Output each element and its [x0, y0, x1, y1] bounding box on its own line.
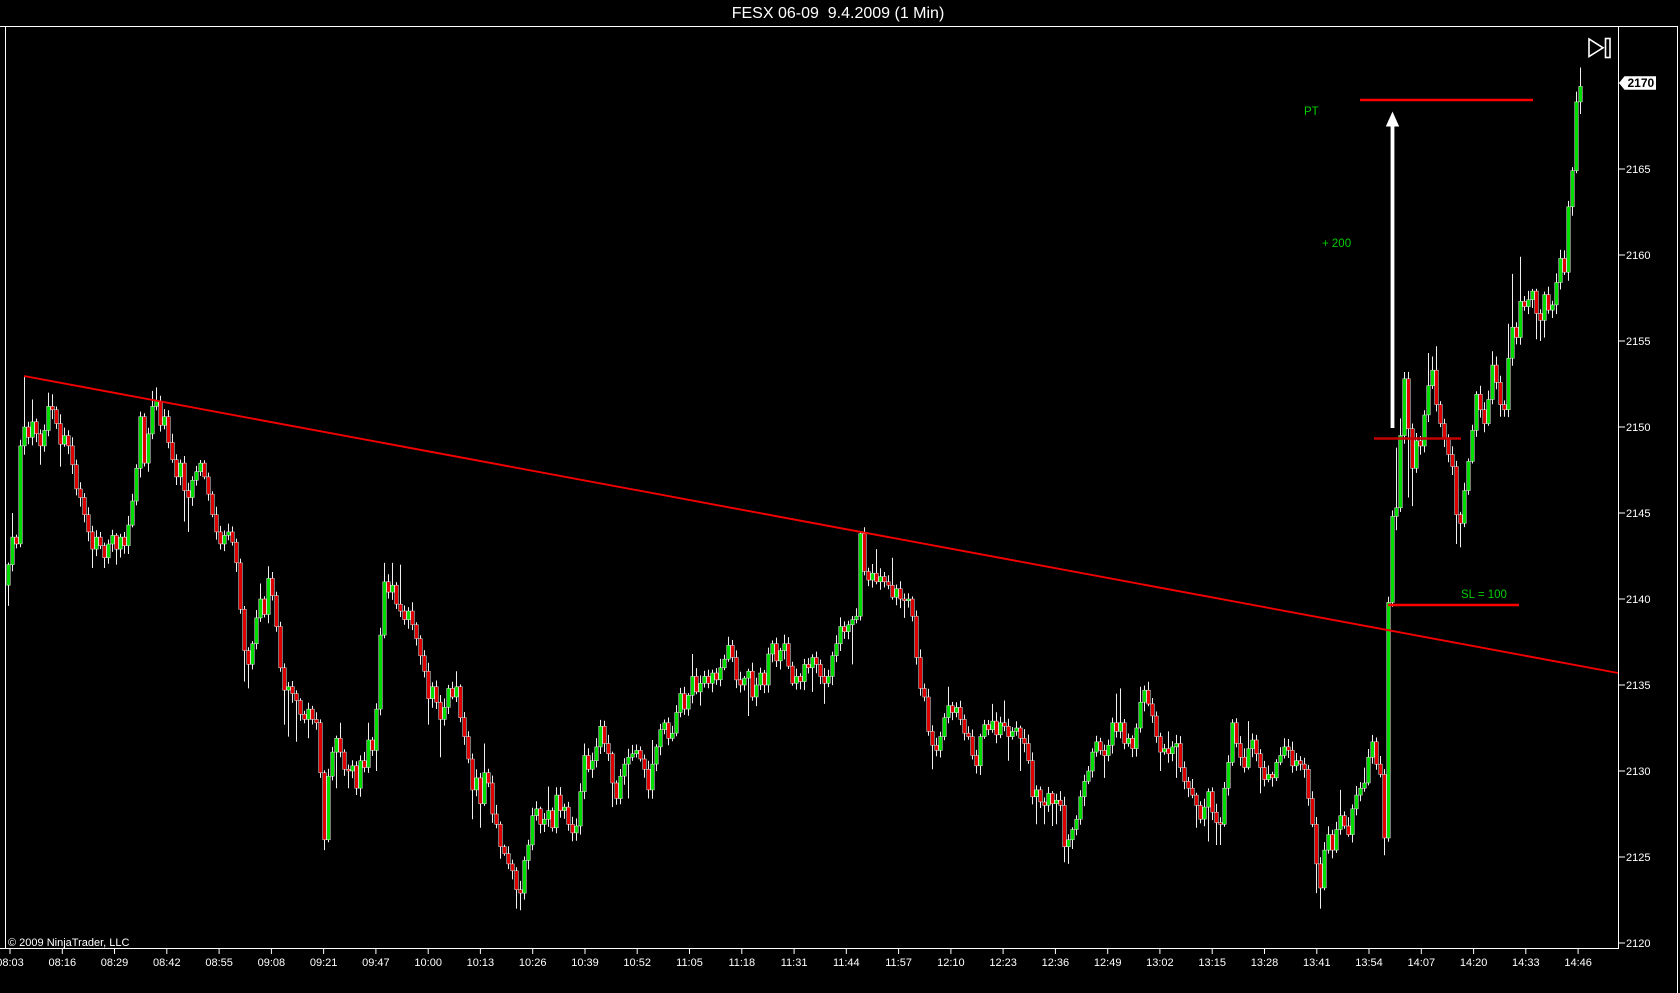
- svg-text:14:46: 14:46: [1564, 957, 1592, 969]
- svg-text:08:03: 08:03: [0, 957, 24, 969]
- svg-text:11:05: 11:05: [676, 957, 703, 969]
- svg-text:10:13: 10:13: [467, 957, 495, 969]
- svg-text:2130: 2130: [1626, 766, 1650, 778]
- svg-text:10:52: 10:52: [623, 957, 651, 969]
- svg-text:PT: PT: [1304, 106, 1319, 118]
- svg-text:2150: 2150: [1626, 422, 1650, 434]
- svg-text:12:23: 12:23: [989, 957, 1017, 969]
- svg-text:12:36: 12:36: [1042, 957, 1070, 969]
- svg-text:12:10: 12:10: [937, 957, 965, 969]
- svg-text:10:39: 10:39: [571, 957, 599, 969]
- svg-text:14:07: 14:07: [1408, 957, 1436, 969]
- svg-text:2165: 2165: [1626, 164, 1650, 176]
- svg-text:10:00: 10:00: [414, 957, 442, 969]
- svg-text:14:20: 14:20: [1460, 957, 1488, 969]
- svg-text:14:33: 14:33: [1512, 957, 1540, 969]
- svg-text:2145: 2145: [1626, 508, 1650, 520]
- svg-text:08:42: 08:42: [153, 957, 181, 969]
- svg-text:08:16: 08:16: [49, 957, 77, 969]
- svg-text:11:31: 11:31: [781, 957, 808, 969]
- svg-text:13:15: 13:15: [1198, 957, 1226, 969]
- svg-text:10:26: 10:26: [519, 957, 547, 969]
- svg-text:13:41: 13:41: [1303, 957, 1331, 969]
- svg-text:2170: 2170: [1628, 76, 1655, 90]
- svg-text:11:44: 11:44: [833, 957, 860, 969]
- svg-text:09:47: 09:47: [362, 957, 390, 969]
- svg-text:08:29: 08:29: [101, 957, 129, 969]
- svg-text:FESX 06-09 9.4.2009 (1 Min): FESX 06-09 9.4.2009 (1 Min): [732, 5, 945, 22]
- svg-text:11:57: 11:57: [885, 957, 912, 969]
- svg-text:13:02: 13:02: [1146, 957, 1174, 969]
- svg-text:2135: 2135: [1626, 680, 1650, 692]
- svg-text:08:55: 08:55: [205, 957, 233, 969]
- svg-text:SL = 100: SL = 100: [1461, 589, 1507, 601]
- svg-text:2120: 2120: [1626, 938, 1650, 950]
- svg-text:2125: 2125: [1626, 852, 1650, 864]
- svg-text:11:18: 11:18: [728, 957, 755, 969]
- svg-text:2155: 2155: [1626, 336, 1650, 348]
- svg-text:12:49: 12:49: [1094, 957, 1122, 969]
- svg-text:+ 200: + 200: [1322, 238, 1351, 250]
- svg-text:09:21: 09:21: [310, 957, 338, 969]
- svg-text:13:54: 13:54: [1355, 957, 1383, 969]
- svg-text:2140: 2140: [1626, 594, 1650, 606]
- svg-text:2160: 2160: [1626, 250, 1650, 262]
- svg-text:09:08: 09:08: [258, 957, 286, 969]
- svg-text:© 2009 NinjaTrader, LLC: © 2009 NinjaTrader, LLC: [8, 937, 129, 949]
- svg-text:13:28: 13:28: [1251, 957, 1279, 969]
